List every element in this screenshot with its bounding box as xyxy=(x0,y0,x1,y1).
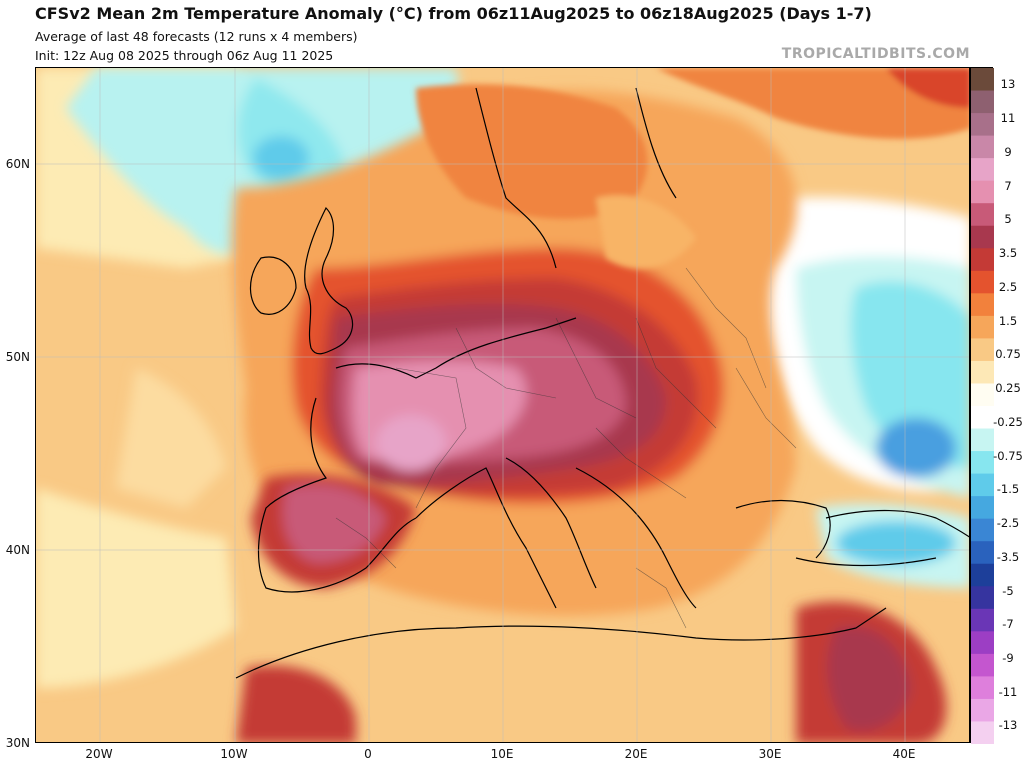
init-line: Init: 12z Aug 08 2025 through 06z Aug 11… xyxy=(35,48,334,63)
colorbar-swatch xyxy=(971,698,994,722)
iberia-outline xyxy=(257,397,417,593)
colorbar-swatch xyxy=(971,203,994,227)
colorbar-swatch xyxy=(971,406,994,430)
lon-label-40e: 40E xyxy=(892,747,916,761)
country-borders xyxy=(335,267,797,629)
north-atlantic-cool-anomaly xyxy=(66,68,458,255)
italy-east-coast xyxy=(505,457,597,589)
colorbar-swatch xyxy=(971,225,994,249)
colorbar-label: 7 xyxy=(1004,179,1012,193)
balkan-coast xyxy=(575,467,697,609)
black-sea-north xyxy=(825,509,969,538)
scandinavia-warm xyxy=(416,68,969,269)
lon-label-20e: 20E xyxy=(624,747,648,761)
anomaly-map-canvas xyxy=(36,68,969,742)
scandinavia-coast xyxy=(475,87,557,269)
colorbar-label: 0.75 xyxy=(995,347,1021,361)
colorbar-label: 11 xyxy=(1000,111,1016,125)
colorbar-label: -0.75 xyxy=(993,449,1023,463)
black-sea-west xyxy=(735,499,831,559)
north-africa-coast xyxy=(235,607,887,679)
eastern-europe-cool-anomaly xyxy=(736,197,969,588)
colorbar-label: 5 xyxy=(1004,212,1012,226)
colorbar-label: -0.25 xyxy=(993,415,1023,429)
colorbar-swatch xyxy=(971,248,994,272)
colorbar-label: -1.5 xyxy=(996,482,1020,496)
great-britain-outline xyxy=(304,206,354,355)
lon-label-30e: 30E xyxy=(758,747,782,761)
colorbar-swatch xyxy=(971,608,994,632)
colorbar-swatch xyxy=(971,360,994,384)
colorbar-swatches xyxy=(971,68,994,744)
colorbar-label: 2.5 xyxy=(998,280,1018,294)
colorbar-swatch xyxy=(971,473,994,497)
colorbar-label: 13 xyxy=(1000,77,1016,91)
colorbar-swatch xyxy=(971,68,994,92)
coastlines xyxy=(235,87,969,679)
colorbar-label: 1.5 xyxy=(998,314,1018,328)
colorbar-swatch xyxy=(971,293,994,317)
anomaly-map xyxy=(35,67,970,743)
map-title: CFSv2 Mean 2m Temperature Anomaly (°C) f… xyxy=(35,4,872,23)
colorbar-swatch xyxy=(971,721,994,744)
colorbar-swatch xyxy=(971,563,994,587)
colorbar-swatch xyxy=(971,451,994,475)
colorbar-label: -13 xyxy=(998,718,1018,732)
iberia-warm-anomaly xyxy=(236,474,947,742)
colorbar xyxy=(970,67,994,744)
baltic-coast xyxy=(635,87,677,199)
colorbar-swatch xyxy=(971,158,994,182)
lat-label-60n: 60N xyxy=(5,157,30,171)
colorbar-swatch xyxy=(971,586,994,610)
colorbar-swatch xyxy=(971,90,994,114)
lat-label-50n: 50N xyxy=(5,350,30,364)
colorbar-label: -3.5 xyxy=(996,550,1020,564)
italy-west-coast xyxy=(415,467,557,609)
colorbar-swatch xyxy=(971,496,994,520)
colorbar-label: -5 xyxy=(1002,584,1014,598)
colorbar-label: -7 xyxy=(1002,617,1014,631)
colorbar-swatch xyxy=(971,135,994,159)
colorbar-label: -2.5 xyxy=(996,516,1020,530)
colorbar-swatch xyxy=(971,113,994,137)
colorbar-swatch xyxy=(971,541,994,565)
map-subtitle: Average of last 48 forecasts (12 runs x … xyxy=(35,29,358,44)
lon-label-10e: 10E xyxy=(490,747,514,761)
colorbar-swatch xyxy=(971,315,994,339)
lon-label-0: 0 xyxy=(364,747,372,761)
brand-watermark: TROPICALTIDBITS.COM xyxy=(781,46,970,62)
colorbar-label: 9 xyxy=(1004,145,1012,159)
lon-label-10w: 10W xyxy=(220,747,248,761)
lon-label-20w: 20W xyxy=(85,747,113,761)
colorbar-swatch xyxy=(971,518,994,542)
colorbar-swatch xyxy=(971,653,994,677)
colorbar-swatch xyxy=(971,428,994,452)
lat-label-30n: 30N xyxy=(5,736,30,750)
colorbar-swatch xyxy=(971,338,994,362)
colorbar-swatch xyxy=(971,270,994,294)
lat-label-40n: 40N xyxy=(5,543,30,557)
ireland-outline xyxy=(249,256,297,315)
colorbar-label: 0.25 xyxy=(995,381,1021,395)
colorbar-swatch xyxy=(971,676,994,700)
colorbar-swatch xyxy=(971,383,994,407)
anatolia-coast xyxy=(795,557,937,567)
colorbar-swatch xyxy=(971,631,994,655)
north-sea-coast xyxy=(335,317,577,379)
colorbar-swatch xyxy=(971,180,994,204)
colorbar-label: 3.5 xyxy=(998,246,1018,260)
colorbar-label: -9 xyxy=(1002,651,1014,665)
graticule xyxy=(36,68,969,742)
colorbar-label: -11 xyxy=(998,685,1018,699)
